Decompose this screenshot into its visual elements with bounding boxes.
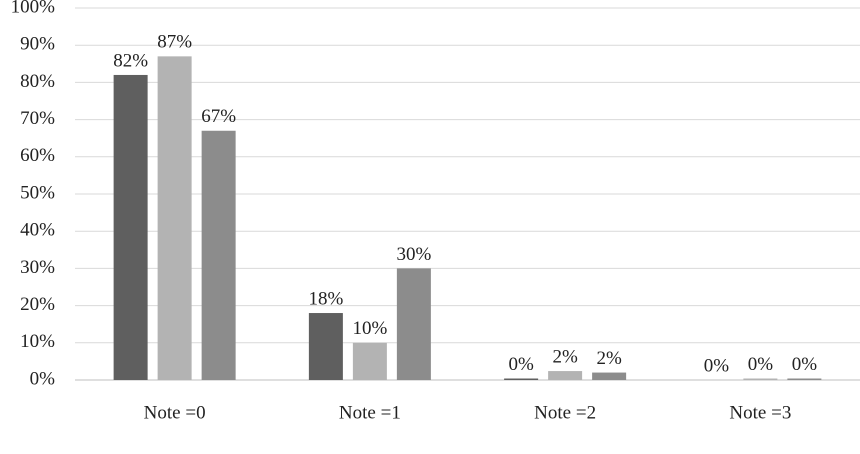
y-tick-label: 30%	[20, 257, 55, 278]
data-label: 10%	[352, 318, 387, 339]
x-tick-label: Note =1	[339, 402, 401, 423]
x-tick-label: Note =0	[144, 402, 206, 423]
data-label: 18%	[308, 288, 343, 309]
y-tick-label: 60%	[20, 145, 55, 166]
y-tick-label: 70%	[20, 108, 55, 129]
bar	[504, 378, 539, 380]
y-tick-label: 90%	[20, 34, 55, 55]
x-tick-label: Note =2	[534, 402, 596, 423]
data-label: 0%	[508, 354, 534, 375]
data-label: 2%	[596, 348, 622, 369]
x-tick-label: Note =3	[729, 402, 791, 423]
data-label: 0%	[704, 355, 730, 376]
data-label: 30%	[396, 244, 431, 265]
data-label: 2%	[552, 346, 578, 367]
y-tick-label: 100%	[11, 0, 56, 17]
bar	[592, 372, 627, 380]
data-label: 0%	[792, 354, 818, 375]
bar	[743, 378, 778, 380]
bar	[157, 56, 192, 381]
bar	[548, 371, 583, 380]
y-tick-label: 20%	[20, 294, 55, 315]
bar	[308, 313, 343, 380]
y-tick-label: 10%	[20, 331, 55, 352]
y-tick-label: 0%	[30, 368, 56, 389]
bar	[113, 74, 148, 381]
data-label: 82%	[113, 50, 148, 71]
y-tick-label: 50%	[20, 182, 55, 203]
y-tick-label: 40%	[20, 220, 55, 241]
data-label: 67%	[201, 106, 236, 127]
data-label: 0%	[748, 354, 774, 375]
data-label: 87%	[157, 32, 192, 53]
y-tick-label: 80%	[20, 71, 55, 92]
bar	[396, 268, 431, 380]
bar	[201, 130, 236, 380]
bar	[787, 378, 822, 380]
bar	[352, 342, 387, 380]
